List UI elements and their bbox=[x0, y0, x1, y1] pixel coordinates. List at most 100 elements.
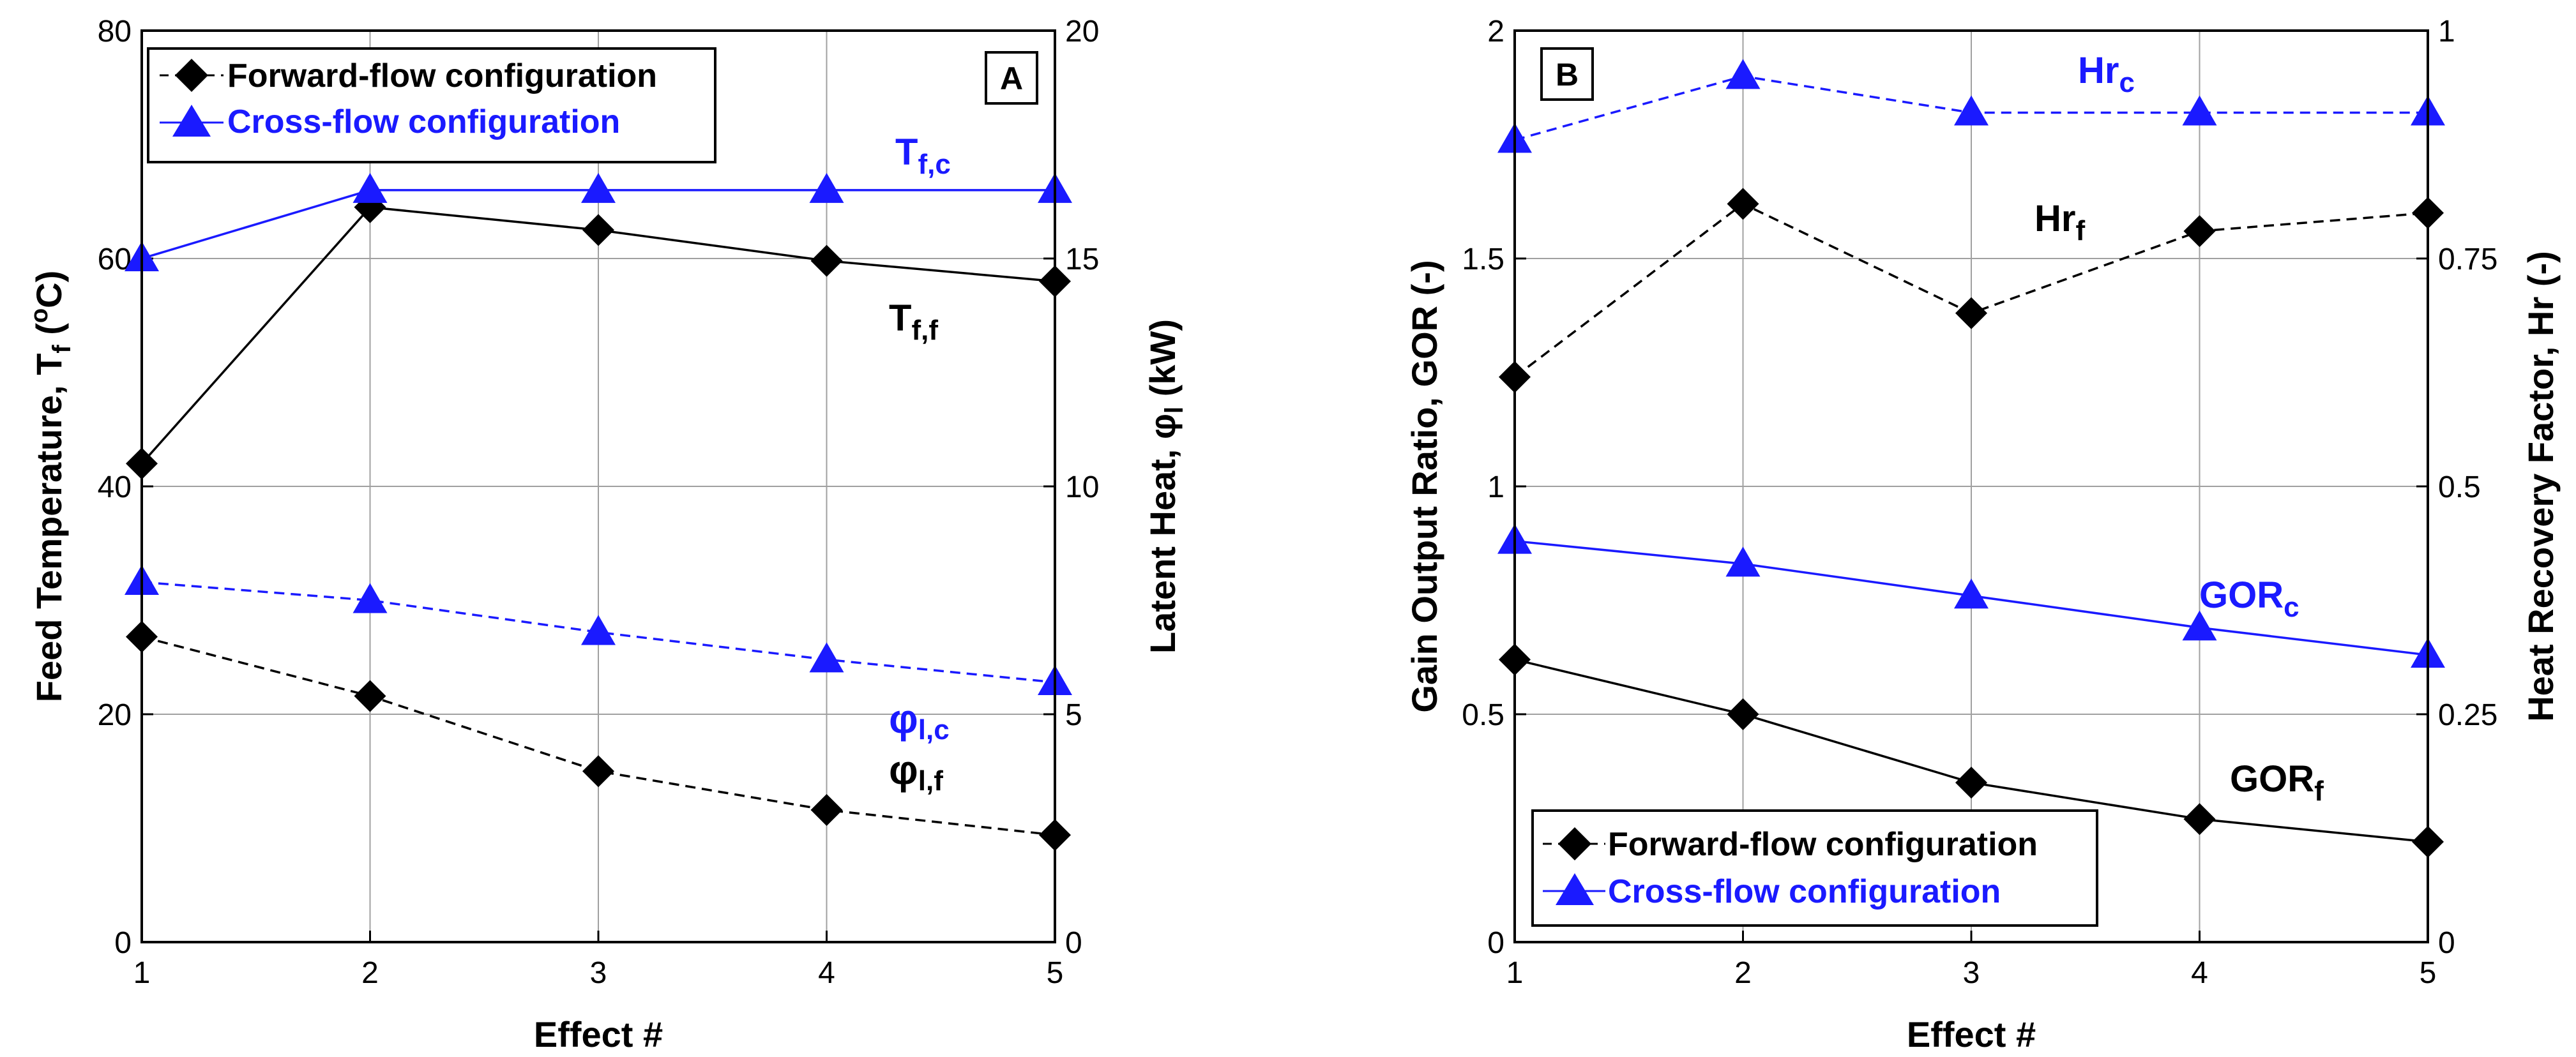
annotation-gorc: GORc bbox=[2199, 574, 2299, 623]
y-tick-label-right-a: 10 bbox=[1065, 470, 1099, 504]
legend-a: Forward-flow configuration Cross-flow co… bbox=[147, 47, 716, 163]
annotation-tfc: Tf,c bbox=[895, 131, 951, 180]
x-tick-label-a: 4 bbox=[818, 956, 835, 990]
legend-box-b bbox=[1531, 809, 2098, 927]
y-axis-label-left-a-main: Feed Temperature, T bbox=[29, 354, 69, 703]
y-axis-label-right-a-main: Latent Heat, bbox=[1142, 439, 1183, 654]
x-axis-label-a: Effect # bbox=[534, 1014, 663, 1054]
annotation-phic-sub: l,c bbox=[918, 714, 950, 746]
y-tick-label-right-a: 15 bbox=[1065, 243, 1099, 276]
data-point-b-hr-f bbox=[1727, 188, 1759, 220]
x-tick-label-a: 2 bbox=[361, 956, 379, 990]
y-tick-label-left-b: 0 bbox=[1487, 926, 1504, 960]
data-point-a-l-f bbox=[810, 793, 843, 826]
series-line-a-l-f bbox=[141, 635, 1056, 836]
grid-b bbox=[1515, 31, 2428, 942]
data-point-a-l-c bbox=[809, 642, 844, 673]
y-tick-label-right-a: 0 bbox=[1065, 926, 1082, 960]
legend-marker-forward-a bbox=[175, 59, 208, 92]
data-point-a-t-f-c bbox=[581, 172, 616, 203]
y-axis-label-left-a-sup: o bbox=[26, 308, 53, 323]
y-axis-label-left-a-end: C) bbox=[29, 271, 69, 308]
y-tick-label-left-a: 20 bbox=[98, 698, 132, 732]
annotation-hrf-sub: f bbox=[2075, 215, 2085, 246]
y-tick-label-left-a: 0 bbox=[114, 926, 132, 960]
y-tick-label-left-a: 80 bbox=[98, 15, 132, 49]
y-axis-label-right-a: Latent Heat, φl (kW) bbox=[1142, 319, 1188, 654]
data-point-b-gor-f bbox=[1955, 767, 1987, 799]
annotation-phic-main: φ bbox=[889, 696, 918, 742]
x-tick-label-b: 4 bbox=[2191, 956, 2208, 990]
y-tick-label-left-a: 40 bbox=[98, 470, 132, 504]
series-line-a-l-c bbox=[141, 581, 1056, 684]
y-axis-label-left-a-tail: ( bbox=[29, 323, 69, 345]
annotation-tfc-sub: f,c bbox=[918, 149, 950, 180]
data-point-b-gor-f bbox=[2183, 803, 2216, 836]
annotation-gorf-main: GOR bbox=[2230, 758, 2314, 800]
data-point-a-l-c bbox=[352, 583, 388, 613]
data-point-b-hr-c bbox=[1954, 95, 1989, 126]
data-point-a-l-f bbox=[582, 755, 614, 788]
y-axis-label-left-a-sub: f bbox=[48, 345, 76, 354]
annotation-hrc-sub: c bbox=[2119, 67, 2134, 98]
y-tick-label-left-b: 0.5 bbox=[1462, 698, 1504, 732]
annotation-gorc-main: GOR bbox=[2199, 574, 2284, 616]
annotation-gorf: GORf bbox=[2230, 758, 2324, 807]
legend-label-forward-b: Forward-flow configuration bbox=[1608, 826, 2038, 863]
series-group-a bbox=[125, 172, 1072, 851]
annotation-hrc-main: Hr bbox=[2078, 50, 2119, 91]
data-point-b-gor-c bbox=[2182, 610, 2217, 641]
x-tick-label-b: 5 bbox=[2420, 956, 2437, 990]
data-point-a-l-f bbox=[354, 680, 386, 712]
panel-label-a: A bbox=[1000, 61, 1023, 96]
panel-label-box-a bbox=[985, 51, 1038, 105]
legend-label-forward-a: Forward-flow configuration bbox=[227, 57, 657, 94]
y-tick-label-left-a: 60 bbox=[98, 243, 132, 276]
y-tick-label-right-b: 0.5 bbox=[2438, 470, 2481, 504]
annotation-phif-main: φ bbox=[889, 747, 918, 793]
legend-b: Forward-flow configuration Cross-flow co… bbox=[1531, 809, 2098, 927]
plot-frame-a bbox=[140, 29, 1056, 943]
x-tick-label-b: 1 bbox=[1506, 956, 1524, 990]
legend-marker-cross-a bbox=[172, 105, 211, 137]
annotation-hrf: Hrf bbox=[2034, 198, 2085, 246]
y-tick-label-right-b: 0 bbox=[2438, 926, 2455, 960]
data-point-a-t-f-f bbox=[810, 244, 843, 277]
legend-label-cross-a: Cross-flow configuration bbox=[227, 103, 620, 140]
y-axis-label-left-a: Feed Temperature, Tf (oC) bbox=[26, 271, 76, 703]
data-point-b-hr-c bbox=[1725, 59, 1761, 89]
y-axis-label-right-a-end: (kW) bbox=[1142, 319, 1183, 407]
x-tick-label-b: 3 bbox=[1963, 956, 1980, 990]
y-axis-label-right-a-phi: φ bbox=[1142, 414, 1183, 439]
data-point-b-hr-c bbox=[2182, 95, 2217, 126]
y-tick-label-left-b: 1.5 bbox=[1462, 243, 1504, 276]
annotation-phic: φl,c bbox=[889, 696, 950, 746]
y-axis-label-right-b: Heat Recovery Factor, Hr (-) bbox=[2520, 251, 2561, 722]
data-point-a-t-f-c bbox=[809, 172, 844, 203]
annotation-tff-main: T bbox=[889, 297, 911, 339]
legend-marker-cross-b bbox=[1556, 873, 1594, 905]
data-point-a-t-f-c bbox=[352, 172, 388, 203]
data-point-a-t-f-f bbox=[582, 214, 614, 246]
data-point-b-hr-f bbox=[2183, 215, 2216, 248]
annotation-phif: φl,f bbox=[889, 747, 943, 797]
annotation-tff-sub: f,f bbox=[911, 315, 938, 346]
legend-label-cross-b: Cross-flow configuration bbox=[1608, 873, 2001, 910]
data-point-a-l-c bbox=[581, 615, 616, 645]
y-tick-label-right-a: 5 bbox=[1065, 698, 1082, 732]
legend-box-a bbox=[147, 47, 716, 163]
plot-frame-b bbox=[1513, 29, 2429, 943]
data-point-b-gor-f bbox=[1727, 698, 1759, 730]
data-point-b-gor-c bbox=[1725, 546, 1761, 577]
y-tick-label-right-b: 0.75 bbox=[2438, 243, 2497, 276]
data-point-b-gor-c bbox=[1954, 578, 1989, 609]
y-tick-label-right-b: 0.25 bbox=[2438, 698, 2497, 732]
annotation-phif-sub: l,f bbox=[918, 765, 943, 797]
x-tick-label-b: 2 bbox=[1734, 956, 1752, 990]
y-axis-label-right-a-sub: l bbox=[1160, 407, 1188, 414]
x-axis-label-b: Effect # bbox=[1907, 1014, 2036, 1054]
